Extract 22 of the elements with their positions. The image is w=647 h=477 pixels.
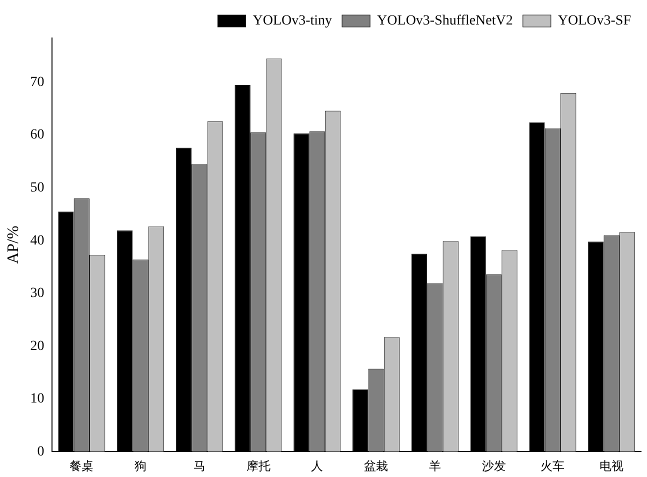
x-tick-label: 马 bbox=[193, 458, 206, 473]
x-tick-label: 狗 bbox=[134, 458, 147, 473]
legend-label: YOLOv3-SF bbox=[558, 14, 632, 29]
x-tick-label: 盆栽 bbox=[364, 458, 388, 473]
y-axis-title: AP/% bbox=[4, 226, 22, 264]
y-tick-label: 70 bbox=[30, 74, 44, 90]
y-tick-label: 60 bbox=[30, 128, 44, 143]
legend-label: YOLOv3-tiny bbox=[252, 14, 332, 29]
x-tick-label: 电视 bbox=[600, 458, 624, 473]
x-tick-label: 火车 bbox=[540, 458, 565, 473]
x-tick-label: 羊 bbox=[428, 458, 441, 473]
y-tick-label: 0 bbox=[37, 444, 44, 460]
x-tick-label: 人 bbox=[311, 458, 324, 473]
y-tick-label: 20 bbox=[30, 338, 44, 354]
y-tick-label: 10 bbox=[30, 392, 44, 407]
legend-label: YOLOv3-ShuffleNetV2 bbox=[377, 14, 513, 29]
x-tick-label: 沙发 bbox=[482, 458, 506, 473]
y-tick-label: 50 bbox=[30, 180, 44, 196]
x-tick-label: 摩托 bbox=[246, 458, 270, 473]
y-tick-label: 40 bbox=[30, 233, 44, 248]
x-tick-label: 餐桌 bbox=[70, 458, 94, 473]
y-tick-label: 30 bbox=[30, 286, 44, 302]
